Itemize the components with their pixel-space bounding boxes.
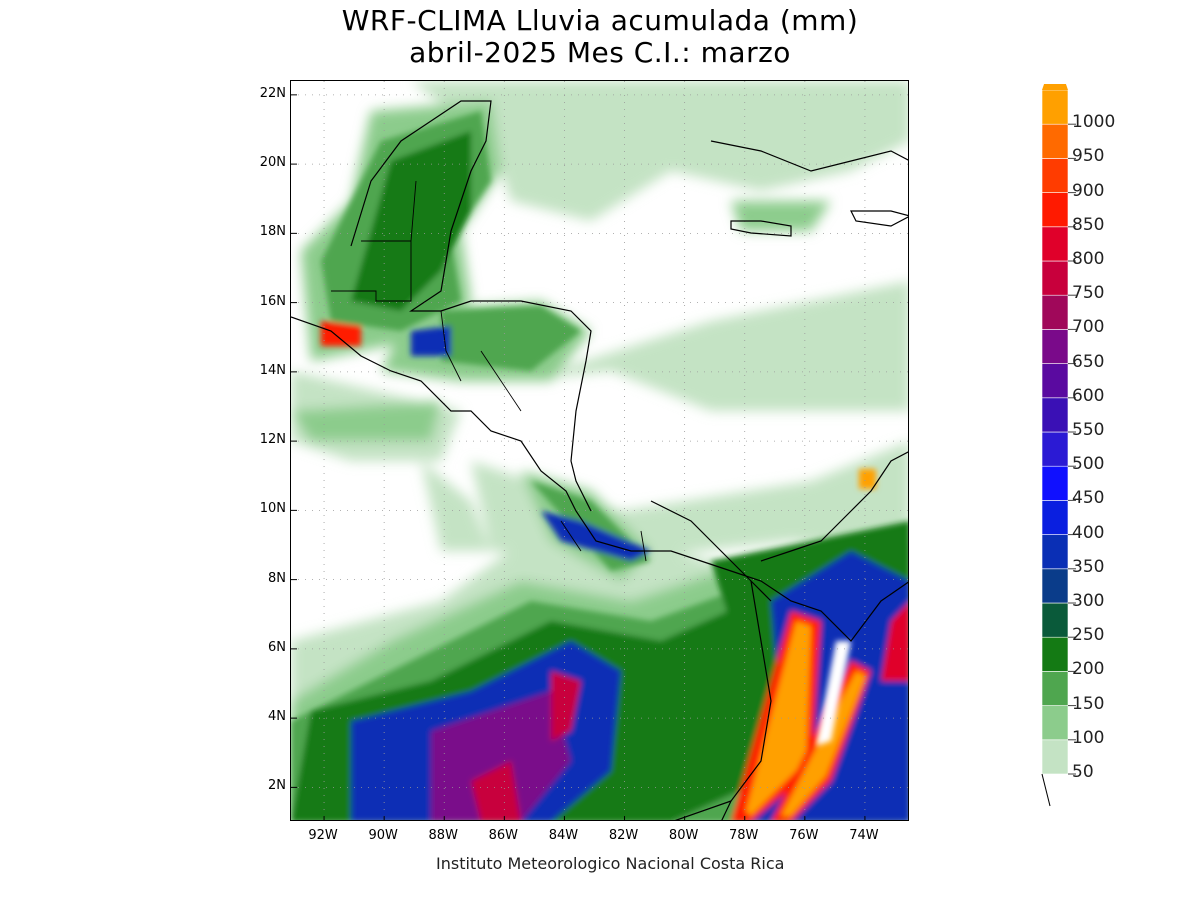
x-tick-label: 80W	[668, 828, 699, 843]
legend-swatch	[1041, 226, 1069, 262]
y-tick-label: 8N	[268, 570, 286, 586]
legend-swatch	[1041, 397, 1069, 433]
legend-swatch	[1041, 158, 1069, 193]
legend-swatch	[1041, 636, 1069, 672]
y-tick-label: 12N	[259, 432, 286, 448]
legend-swatch	[1041, 500, 1069, 535]
legend-label: 600	[1072, 385, 1105, 406]
legend-arrow-bottom	[1041, 773, 1051, 807]
legend-label: 400	[1072, 522, 1105, 543]
legend-swatch	[1041, 739, 1069, 775]
y-tick-label: 6N	[268, 639, 286, 655]
legend-label: 250	[1072, 625, 1105, 646]
coordinate-grid	[291, 81, 908, 820]
x-tick-label: 74W	[849, 828, 879, 843]
y-tick-label: 10N	[259, 501, 286, 517]
x-tick-label: 86W	[488, 828, 519, 843]
map-title-line2: abril-2025 Mes C.I.: marzo	[409, 36, 791, 69]
legend-label: 700	[1072, 317, 1105, 338]
legend-swatch	[1041, 329, 1069, 364]
y-tick-label: 20N	[259, 155, 286, 171]
y-tick-label: 18N	[259, 224, 286, 240]
legend-label: 200	[1072, 659, 1105, 680]
legend-swatch	[1041, 363, 1069, 399]
legend-swatch	[1041, 602, 1069, 638]
legend-label: 800	[1072, 249, 1105, 269]
coastline-layer	[291, 100, 908, 820]
legend-swatch	[1041, 705, 1069, 741]
legend-label: 900	[1072, 180, 1105, 201]
map-title-line1: WRF-CLIMA Lluvia acumulada (mm)	[341, 4, 859, 37]
precipitation-map	[290, 80, 909, 821]
legend-label: 50	[1072, 762, 1094, 782]
legend-swatch	[1041, 431, 1069, 467]
color-legend	[1041, 84, 1076, 807]
legend-label: 750	[1072, 283, 1105, 304]
legend-label: 1000	[1072, 112, 1116, 133]
x-tick-label: 78W	[729, 828, 759, 843]
y-tick-label: 4N	[268, 709, 286, 725]
country-borders	[331, 180, 647, 562]
y-tick-label: 2N	[268, 778, 286, 794]
y-tick-label: 22N	[259, 85, 286, 101]
x-tick-label: 84W	[548, 828, 579, 843]
legend-swatch	[1041, 568, 1069, 604]
legend-label: 550	[1072, 420, 1105, 440]
legend-swatch	[1041, 294, 1069, 330]
x-tick-label: 76W	[789, 828, 819, 843]
legend-label: 150	[1072, 693, 1105, 714]
x-tick-label: 88W	[428, 828, 458, 843]
legend-swatch	[1041, 123, 1069, 159]
legend-swatch	[1041, 192, 1069, 228]
legend-swatch	[1041, 534, 1069, 570]
legend-label: 650	[1072, 351, 1105, 372]
credit-text: Instituto Meteorologico Nacional Costa R…	[436, 854, 785, 873]
legend-label: 850	[1072, 214, 1105, 235]
legend-label: 950	[1072, 146, 1105, 167]
x-tick-label: 82W	[608, 828, 639, 843]
y-tick-label: 16N	[259, 293, 286, 309]
legend-swatch	[1041, 89, 1069, 125]
legend-label: 100	[1072, 727, 1105, 748]
legend-swatch	[1041, 671, 1069, 706]
legend-arrow-top	[1042, 84, 1068, 90]
legend-label: 500	[1072, 454, 1105, 475]
legend-label: 300	[1072, 591, 1105, 611]
x-tick-label: 90W	[368, 828, 398, 843]
rain-core-layer	[291, 111, 908, 820]
x-tick-label: 92W	[308, 828, 338, 843]
legend-swatch	[1041, 465, 1069, 501]
legend-label: 450	[1072, 488, 1105, 509]
legend-label: 350	[1072, 556, 1105, 577]
legend-swatch	[1041, 260, 1069, 296]
y-tick-label: 14N	[259, 362, 286, 378]
